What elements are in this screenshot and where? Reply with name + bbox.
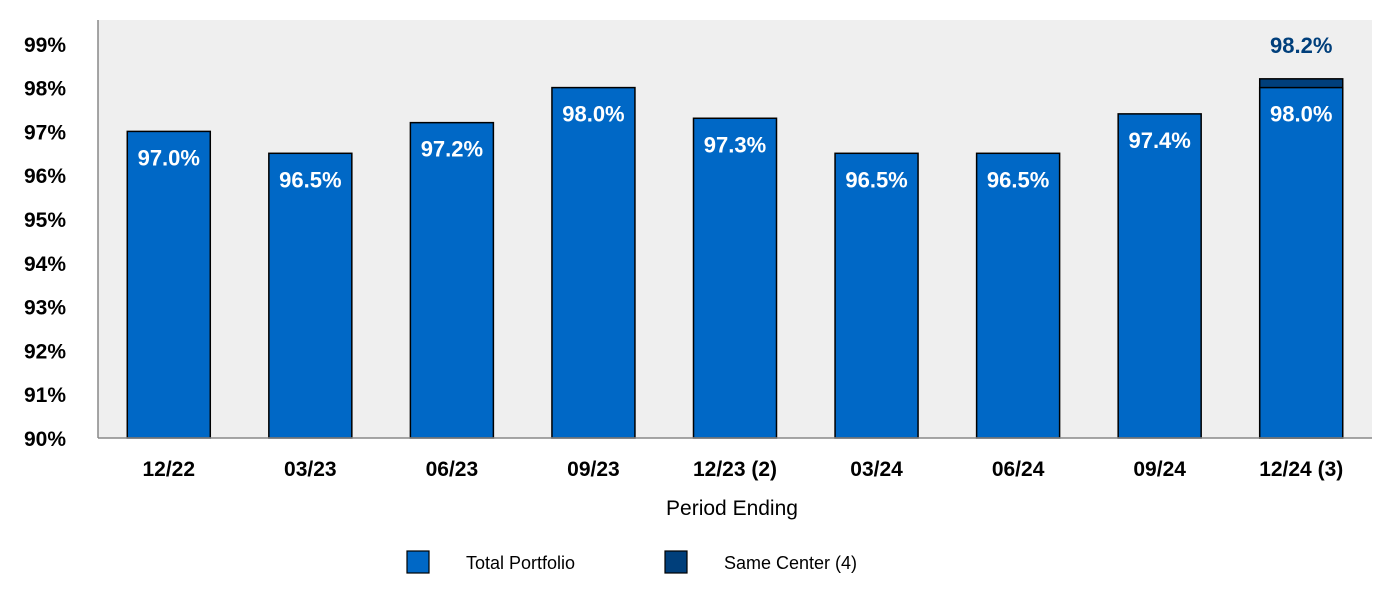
y-tick-label: 95% bbox=[24, 209, 66, 232]
x-tick-label: 09/23 bbox=[567, 458, 620, 481]
x-axis-label: Period Ending bbox=[666, 497, 798, 520]
data-label-total-portfolio: 96.5% bbox=[987, 167, 1049, 192]
data-label-total-portfolio: 97.0% bbox=[138, 145, 200, 170]
x-tick-label: 09/24 bbox=[1133, 458, 1186, 481]
bar-total-portfolio bbox=[551, 86, 636, 439]
x-tick-label: 12/23 (2) bbox=[693, 458, 777, 481]
bar-total-portfolio bbox=[409, 121, 495, 439]
data-label-total-portfolio: 97.2% bbox=[421, 137, 483, 162]
data-label-same-center: 98.2% bbox=[1270, 33, 1332, 58]
bar-total-portfolio bbox=[1258, 86, 1344, 439]
data-label-total-portfolio: 97.3% bbox=[704, 132, 766, 157]
bar-total-portfolio bbox=[1117, 113, 1202, 439]
y-tick-label: 92% bbox=[24, 340, 66, 363]
x-tick-label: 03/24 bbox=[850, 458, 903, 481]
y-tick-label: 97% bbox=[24, 121, 66, 144]
y-tick-label: 93% bbox=[24, 297, 66, 320]
y-tick-label: 94% bbox=[24, 253, 66, 276]
data-label-total-portfolio: 97.4% bbox=[1128, 128, 1190, 153]
bar-total-portfolio bbox=[692, 117, 778, 439]
bar-total-portfolio bbox=[975, 152, 1061, 439]
data-label-total-portfolio: 98.0% bbox=[1270, 102, 1332, 127]
y-tick-label: 99% bbox=[24, 34, 66, 57]
x-tick-label: 06/23 bbox=[426, 458, 479, 481]
x-tick-label: 06/24 bbox=[992, 458, 1045, 481]
y-tick-label: 96% bbox=[24, 165, 66, 188]
x-tick-label: 03/23 bbox=[284, 458, 337, 481]
bar-total-portfolio bbox=[268, 152, 353, 439]
x-tick-label: 12/24 (3) bbox=[1259, 458, 1343, 481]
data-label-total-portfolio: 98.0% bbox=[562, 102, 624, 127]
data-label-total-portfolio: 96.5% bbox=[845, 167, 907, 192]
x-tick-label: 12/22 bbox=[142, 458, 195, 481]
y-tick-label: 98% bbox=[24, 78, 66, 101]
y-tick-label: 91% bbox=[24, 384, 66, 407]
legend-label-same-center: Same Center (4) bbox=[724, 553, 857, 573]
legend-label-total-portfolio: Total Portfolio bbox=[466, 553, 575, 573]
bar-total-portfolio bbox=[834, 152, 919, 439]
legend-swatch-same-center bbox=[664, 550, 688, 574]
bar-total-portfolio bbox=[126, 130, 212, 439]
data-label-total-portfolio: 96.5% bbox=[279, 167, 341, 192]
y-tick-label: 90% bbox=[24, 428, 66, 451]
legend: Total Portfolio Same Center (4) bbox=[406, 550, 857, 574]
legend-swatch-total-portfolio bbox=[406, 550, 430, 574]
